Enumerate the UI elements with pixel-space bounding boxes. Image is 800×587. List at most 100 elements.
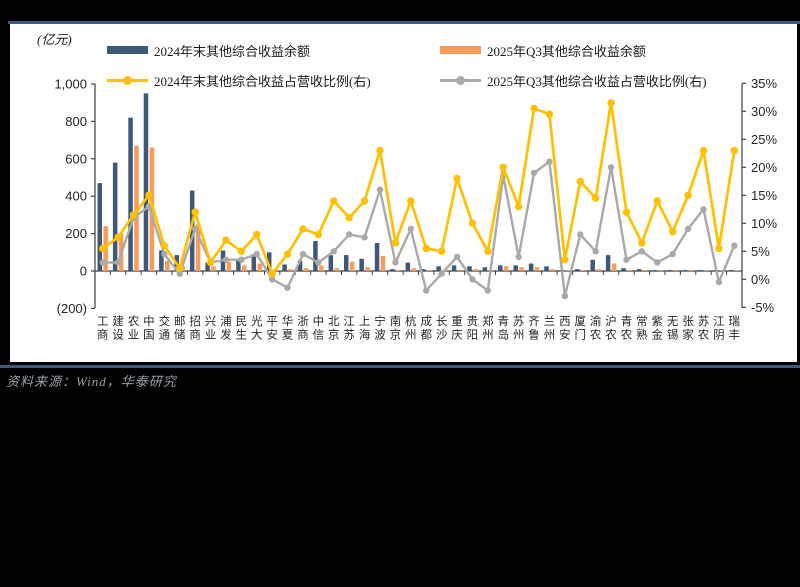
- bar: [451, 265, 457, 271]
- svg-text:鲁: 鲁: [528, 328, 540, 342]
- svg-text:600: 600: [65, 151, 87, 166]
- legend-label: 2024年末其他综合收益余额: [154, 43, 311, 59]
- bar: [257, 263, 262, 271]
- line-marker: [161, 250, 168, 258]
- svg-text:兴: 兴: [205, 315, 217, 328]
- line-marker: [484, 247, 492, 255]
- svg-text:浙: 浙: [297, 315, 309, 328]
- line-marker: [499, 163, 507, 171]
- line-marker: [361, 234, 368, 241]
- line-marker: [253, 250, 260, 258]
- line-marker: [715, 278, 723, 286]
- svg-text:海: 海: [359, 328, 371, 342]
- svg-text:贵: 贵: [467, 315, 479, 328]
- bar: [457, 270, 463, 271]
- bar: [205, 262, 210, 271]
- svg-text:州: 州: [513, 329, 525, 342]
- bar: [380, 256, 386, 271]
- bar: [374, 242, 380, 271]
- line-marker: [99, 244, 107, 253]
- line-marker: [468, 219, 477, 227]
- svg-text:州: 州: [544, 329, 556, 342]
- chart-panel: (亿元) 2024年末其他综合收益余额 2025年Q3其他综合收益余额 2024…: [10, 24, 797, 362]
- svg-text:35%: 35%: [751, 76, 777, 91]
- bar: [349, 261, 355, 271]
- svg-text:商: 商: [189, 328, 201, 342]
- svg-text:张: 张: [682, 315, 694, 328]
- line-marker: [407, 225, 414, 233]
- bar: [534, 267, 540, 271]
- bar: [682, 270, 688, 271]
- svg-text:5%: 5%: [751, 244, 770, 259]
- bar: [473, 269, 478, 271]
- line-marker: [160, 242, 169, 250]
- svg-text:农: 农: [621, 328, 633, 342]
- svg-text:业: 业: [128, 329, 140, 342]
- bar: [611, 263, 617, 271]
- line-marker: [283, 250, 292, 258]
- bar: [390, 269, 395, 271]
- svg-text:25%: 25%: [751, 132, 777, 147]
- bar: [396, 270, 401, 271]
- svg-text:光: 光: [251, 314, 263, 328]
- bar: [159, 250, 164, 271]
- bar: [97, 183, 103, 271]
- bar: [498, 265, 503, 271]
- line-marker: [99, 259, 106, 266]
- bar: [528, 263, 534, 271]
- svg-text:0%: 0%: [751, 272, 770, 287]
- svg-text:丰: 丰: [729, 329, 741, 342]
- bar: [211, 266, 216, 271]
- line-marker: [176, 270, 183, 277]
- line-marker: [268, 276, 276, 283]
- line-marker: [607, 164, 615, 171]
- svg-text:阴: 阴: [713, 329, 725, 342]
- bar: [226, 261, 232, 271]
- line-marker: [684, 191, 692, 199]
- svg-text:紫: 紫: [652, 315, 664, 328]
- line-marker: [576, 177, 584, 185]
- svg-text:-5%: -5%: [751, 300, 775, 315]
- svg-text:上: 上: [359, 315, 371, 328]
- svg-text:储: 储: [174, 328, 186, 342]
- svg-text:苏: 苏: [698, 315, 710, 328]
- bar: [482, 267, 488, 271]
- line-marker: [176, 264, 184, 272]
- svg-text:岛: 岛: [497, 328, 509, 342]
- svg-text:农: 农: [128, 314, 140, 328]
- svg-text:农: 农: [590, 328, 602, 342]
- bar: [503, 266, 509, 271]
- line-marker: [268, 270, 276, 278]
- bar: [297, 260, 303, 271]
- line-marker: [376, 186, 384, 193]
- svg-text:长: 长: [436, 315, 448, 328]
- svg-text:京: 京: [390, 328, 402, 342]
- line-marker: [238, 256, 245, 263]
- line-marker: [715, 244, 723, 253]
- svg-text:波: 波: [374, 329, 386, 342]
- svg-text:招: 招: [189, 314, 201, 328]
- svg-text:瑞: 瑞: [729, 314, 741, 328]
- bar: [729, 270, 734, 271]
- line-marker: [437, 247, 446, 255]
- svg-text:门: 门: [575, 328, 587, 342]
- svg-text:渝: 渝: [590, 314, 602, 328]
- bar: [627, 270, 632, 271]
- bar: [580, 270, 586, 271]
- bar: [282, 264, 287, 271]
- svg-text:20%: 20%: [751, 160, 777, 175]
- svg-text:设: 设: [112, 329, 124, 342]
- line-marker: [407, 197, 415, 205]
- line-marker: [530, 104, 538, 113]
- line-marker: [206, 258, 215, 267]
- svg-text:(200): (200): [57, 301, 87, 316]
- svg-text:安: 安: [559, 328, 571, 342]
- legend-item-line-2025q3: 2025年Q3其他综合收益占营收比例(右): [440, 73, 707, 89]
- svg-text:国: 国: [143, 329, 155, 342]
- bar: [405, 262, 411, 271]
- line-marker: [345, 231, 353, 238]
- svg-text:庆: 庆: [451, 328, 463, 342]
- line-marker: [699, 146, 708, 155]
- svg-text:江: 江: [713, 315, 725, 328]
